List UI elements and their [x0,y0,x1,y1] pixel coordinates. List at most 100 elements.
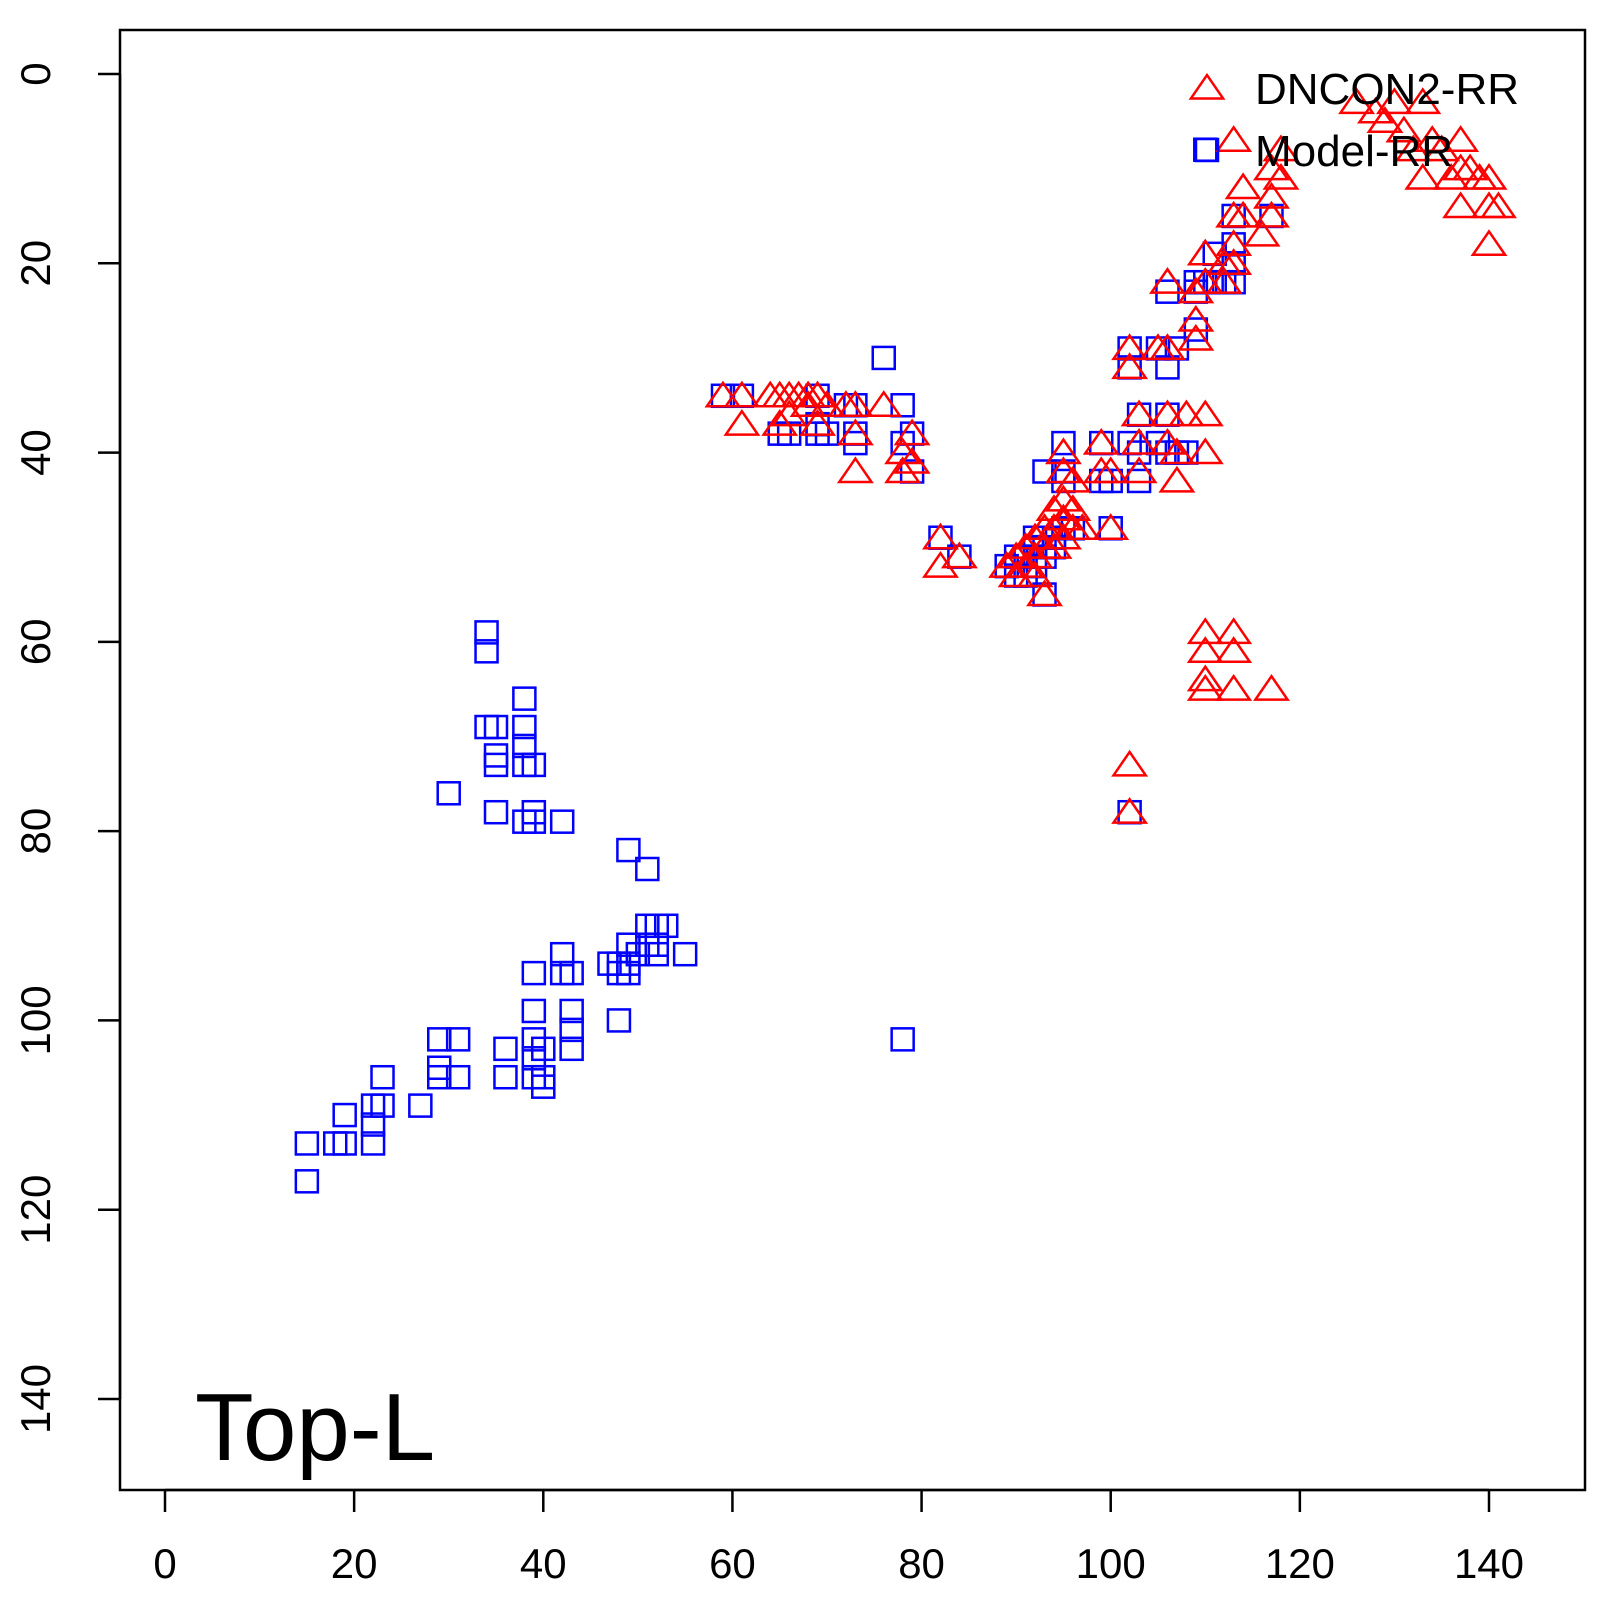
dncon2-rr-point [1253,181,1290,209]
dncon2-rr-point [1044,437,1082,465]
x-tick-label: 40 [520,1540,567,1587]
dncon2-rr-point [1470,162,1508,190]
model-rr-point [549,941,575,967]
dncon2-rr-point [1186,636,1224,664]
dncon2-rr-point [1111,333,1149,361]
model-rr-point [1193,137,1218,162]
model-rr-point [474,639,499,664]
y-axis: 0 20 40 60 80 100 120 140 [12,62,122,1434]
dncon2-rr-point [1120,427,1158,455]
dncon2-rr-point [1063,513,1101,540]
model-rr-point [890,1027,915,1052]
model-rr-point [521,960,547,986]
model-rr-point [332,1102,357,1128]
dncon2-rr-point [1215,248,1253,275]
y-tick-label: 80 [12,808,59,855]
dncon2-rr-point [1186,238,1224,266]
plot-annotation: Top-L [195,1374,435,1481]
model-rr-point [493,1064,518,1090]
dncon2-rr-point [1205,267,1243,294]
dncon2-rr-point [1215,617,1253,645]
y-tick-label: 40 [12,429,59,476]
dncon2-rr-point [1215,636,1253,664]
x-tick-label: 120 [1265,1540,1335,1587]
dncon2-rr-point [865,390,903,417]
legend-label: DNCON2-RR [1255,65,1519,114]
dncon2-rr-point [1016,541,1054,569]
dncon2-rr-point [1262,134,1300,162]
dncon2-rr-point [704,380,742,408]
legend-triangle-icon [1188,72,1226,100]
model-rr-point [559,1036,584,1062]
model-rr-point [483,799,509,825]
model-rr-point [1051,430,1076,456]
model-rr-point [521,752,547,778]
dncon2-rr-point [940,541,978,569]
model-rr-point [483,714,509,740]
model-rr-point [427,1027,452,1052]
model-rr-point [549,809,575,834]
model-rr-point [445,1064,471,1090]
model-rr-point [606,1008,632,1033]
dncon2-rr-point [761,409,799,436]
model-rr-point [616,960,641,986]
legend-square-icon [1194,137,1220,163]
dncon2-rr-point [723,380,761,408]
model-rr-point [474,620,499,645]
dncon2-rr-point [1186,674,1224,701]
dncon2-rr-point [1120,399,1158,427]
dncon2-rr-point [1016,560,1054,588]
dncon2-rr-point [836,456,874,484]
dncon2-rr-point [836,390,874,417]
dncon2-rr-point [1186,617,1224,645]
dncon2-rr-point [1148,267,1186,294]
model-rr-point [483,752,509,778]
dncon2-rr-point [1470,229,1508,257]
dncon2-rr-point [1224,200,1262,228]
legend-label: Model-RR [1255,127,1453,176]
dncon2-rr-point [1148,333,1186,361]
y-tick-label: 140 [12,1364,59,1434]
dncon2-rr-point [1442,125,1480,152]
model-rr-point [512,714,537,740]
series-model-rr [294,137,1284,1194]
dncon2-rr-point [1375,87,1413,115]
model-rr-point [644,941,670,967]
model-rr-point [559,960,584,986]
model-rr-point [653,913,679,939]
dncon2-rr-point [1120,456,1158,484]
dncon2-rr-point [1215,125,1253,152]
dncon2-rr-point [1082,427,1120,455]
model-rr-point [521,1046,547,1071]
dncon2-rr-point [1423,134,1461,162]
dncon2-rr-point [893,418,931,446]
dncon2-rr-point [1253,200,1290,228]
y-tick-label: 120 [12,1175,59,1245]
dncon2-rr-point [1262,162,1300,190]
model-rr-point [521,1027,547,1052]
dncon2-rr-point [1044,522,1082,550]
dncon2-rr-point [1432,162,1470,190]
model-rr-point [427,1064,452,1090]
dncon2-rr-point [1092,513,1130,540]
dncon2-rr-point [1385,115,1423,143]
dncon2-rr-point [799,409,837,436]
model-rr-point [370,1064,395,1090]
model-rr-point [1155,355,1180,380]
model-rr-point [531,1074,556,1099]
model-rr-point [332,1131,357,1156]
dncon2-rr-point [1215,674,1253,701]
dncon2-rr-point [1394,134,1432,162]
dncon2-rr-point [1224,172,1262,200]
model-rr-point [474,714,499,740]
dncon2-rr-point [1111,352,1149,380]
dncon2-rr-point [1338,87,1376,115]
model-rr-point [521,809,547,834]
dncon2-rr-point [1404,87,1442,115]
dncon2-rr-point [1366,106,1404,134]
dncon2-rr-point [1054,494,1092,522]
dncon2-rr-point [1111,797,1149,824]
model-rr-point [672,941,698,967]
model-rr-point [322,1131,348,1156]
